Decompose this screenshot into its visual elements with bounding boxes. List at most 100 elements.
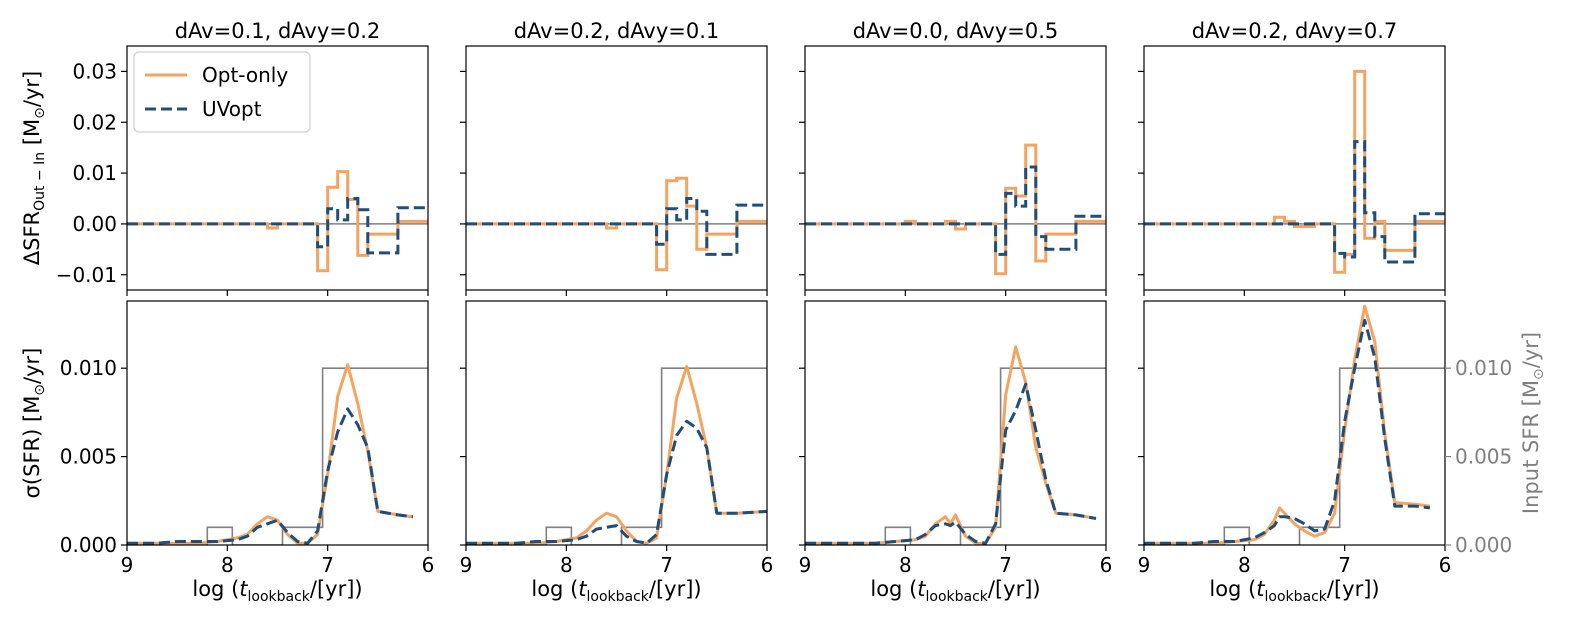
x-tick-label: 6: [422, 553, 435, 577]
panel-title: dAv=0.1, dAvy=0.2: [175, 19, 381, 43]
top-y-title-main: ΔSFR: [20, 211, 44, 265]
x-axis-title-sub: lookback: [926, 589, 989, 605]
uvopt-sigma-line: [1144, 318, 1431, 545]
top-subplot: −0.01 0.00 0.01 0.02 0.03 Opt-only UVopt: [56, 45, 429, 296]
top-y-title-end: /yr]: [20, 71, 44, 107]
bottom-y-axis-title: σ(SFR) [M⊙/yr]: [20, 348, 48, 499]
input-sfr-line: [1144, 367, 1445, 545]
x-axis-title-sub: lookback: [1265, 589, 1328, 605]
x-tick-label: 9: [1138, 553, 1151, 577]
x-axis-title: log (tlookback/[yr]): [531, 577, 701, 605]
axes-frame: [126, 45, 429, 291]
right-y-tick-label: 0.000: [1455, 533, 1512, 557]
legend-label-uvopt: UVopt: [202, 97, 262, 121]
right-y-title-main: Input SFR [M: [1519, 380, 1543, 514]
opt-only-step-line: [127, 170, 428, 273]
bottom-y-title-unit-sub: ⊙: [32, 384, 48, 396]
x-tick-label: 8: [560, 553, 573, 577]
opt-only-sigma-line: [466, 364, 767, 545]
input-sfr-line: [805, 367, 1106, 545]
input-sfr-line: [466, 367, 767, 545]
x-axis-title-prefix: log (: [192, 577, 239, 601]
axes-frame: [465, 45, 768, 291]
uvopt-step-line: [466, 197, 767, 256]
y-tick-label: 0.03: [72, 59, 117, 83]
axes-frame: [1143, 300, 1446, 546]
x-tick-label: 8: [221, 553, 234, 577]
x-axis-title-prefix: log (: [1209, 577, 1256, 601]
opt-only-sigma-line: [1144, 304, 1431, 545]
y-tick-label: −0.01: [56, 263, 117, 287]
bottom-subplot: 9 8 7 6 log (tlookback/[yr]): [460, 300, 774, 605]
uvopt-step-line: [127, 197, 428, 255]
y-tick-label: 0.010: [60, 356, 117, 380]
x-tick-label: 7: [1338, 553, 1351, 577]
y-tick-label: 0.02: [72, 110, 117, 134]
x-axis-title: log (tlookback/[yr]): [1209, 577, 1379, 605]
x-tick-label: 6: [1439, 553, 1452, 577]
x-axis-title-var: t: [1256, 577, 1265, 601]
panel-title: dAv=0.2, dAvy=0.1: [514, 19, 720, 43]
top-y-title-sub: Out − In: [32, 152, 48, 211]
x-axis-title-var: t: [917, 577, 926, 601]
panel-1: dAv=0.1, dAvy=0.2 −0.01 0.00 0.01 0.02 0.03 Op…: [56, 19, 435, 605]
x-tick-label: 8: [899, 553, 912, 577]
y-tick-label: 0.000: [60, 533, 117, 557]
x-axis-title-sub: lookback: [248, 589, 311, 605]
axes-frame: [804, 45, 1107, 291]
bottom-subplot: 9 8 7 6 log (tlookback/[yr]) 0.000 0.005 0.010 I…: [1138, 300, 1547, 605]
bottom-y-title-main: σ(SFR) [M: [20, 396, 44, 499]
panel-2: dAv=0.2, dAvy=0.1 9 8 7 6 log (tlookback/[yr]…: [460, 19, 774, 605]
x-tick-label: 8: [1238, 553, 1251, 577]
uvopt-sigma-line: [805, 382, 1097, 545]
x-tick-label: 6: [761, 553, 774, 577]
x-axis-title-suffix: /[yr]): [988, 577, 1041, 601]
top-subplot: [460, 45, 768, 296]
axes-frame: [465, 300, 768, 546]
uvopt-sigma-line: [127, 407, 414, 545]
opt-only-sigma-line: [805, 345, 1097, 545]
x-axis-title: log (tlookback/[yr]): [192, 577, 362, 605]
legend-label-opt-only: Opt-only: [202, 63, 288, 87]
x-tick-label: 9: [121, 553, 134, 577]
x-tick-label: 6: [1100, 553, 1113, 577]
axes-frame: [126, 300, 429, 546]
x-axis-title-prefix: log (: [531, 577, 578, 601]
x-axis-title: log (tlookback/[yr]): [870, 577, 1040, 605]
top-y-title-unit-sub: ⊙: [32, 107, 48, 119]
uvopt-step-line: [1144, 140, 1445, 264]
panel-title: dAv=0.2, dAvy=0.7: [1192, 19, 1398, 43]
opt-only-step-line: [1144, 69, 1445, 274]
x-tick-label: 9: [460, 553, 473, 577]
x-tick-label: 9: [799, 553, 812, 577]
opt-only-step-line: [805, 143, 1106, 276]
right-y-title-sub: ⊙: [1531, 368, 1547, 380]
top-subplot: [1138, 45, 1446, 296]
x-tick-label: 7: [660, 553, 673, 577]
x-axis-title-suffix: /[yr]): [649, 577, 702, 601]
axes-frame: [804, 300, 1107, 546]
opt-only-sigma-line: [127, 363, 414, 545]
bottom-subplot: 9 8 7 6 log (tlookback/[yr]): [799, 300, 1113, 605]
x-tick-label: 7: [999, 553, 1012, 577]
y-tick-label: 0.01: [72, 161, 117, 185]
bottom-y-title-end: /yr]: [20, 348, 44, 384]
x-axis-title-var: t: [239, 577, 248, 601]
bottom-subplot: 0.000 0.005 0.010 9 8 7 6 log (tlookback/[yr]): [60, 300, 435, 605]
x-axis-title-sub: lookback: [587, 589, 650, 605]
x-axis-title-suffix: /[yr]): [1327, 577, 1380, 601]
uvopt-sigma-line: [466, 419, 767, 545]
legend-box: [133, 51, 311, 133]
panel-title: dAv=0.0, dAvy=0.5: [853, 19, 1059, 43]
x-axis-title-var: t: [578, 577, 587, 601]
right-y-title-end: /yr]: [1519, 332, 1543, 368]
right-y-tick-label: 0.005: [1455, 445, 1512, 469]
input-sfr-line: [127, 367, 428, 545]
panel-4: dAv=0.2, dAvy=0.7 9 8 7 6 log (tlookback/[yr]…: [1138, 19, 1547, 605]
uvopt-step-line: [805, 165, 1106, 256]
x-tick-label: 7: [321, 553, 334, 577]
right-y-axis-title: Input SFR [M⊙/yr]: [1519, 332, 1547, 514]
x-axis-title-prefix: log (: [870, 577, 917, 601]
legend: Opt-only UVopt: [133, 51, 311, 133]
